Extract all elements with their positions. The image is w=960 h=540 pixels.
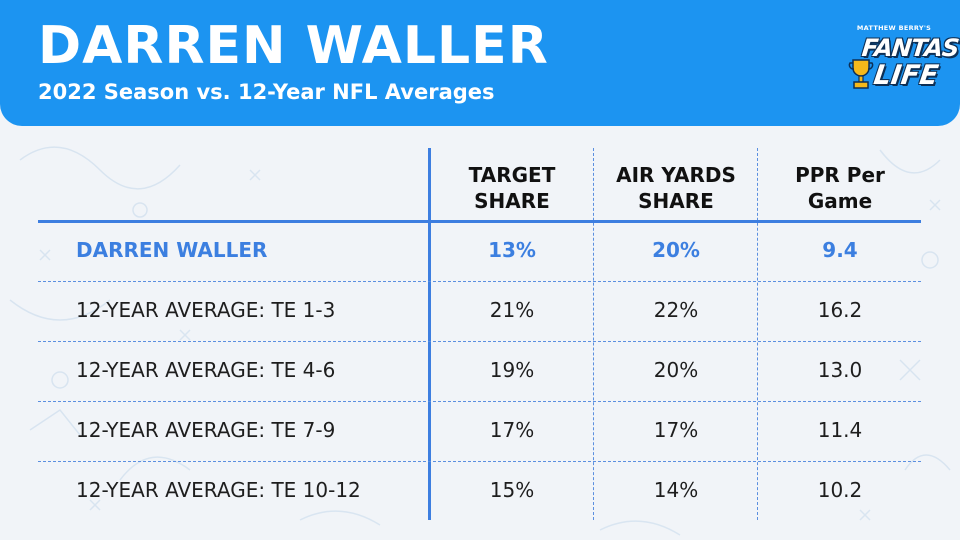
- logo-byline: MATTHEW BERRY'S: [856, 24, 932, 32]
- table-cell: 13.0: [817, 358, 863, 382]
- table-cell: 16.2: [817, 298, 863, 322]
- table-row-label: 12-YEAR AVERAGE: TE 7-9: [76, 418, 336, 442]
- page-title: DARREN WALLER: [38, 16, 549, 76]
- row-divider: [38, 341, 921, 342]
- column-divider: [593, 148, 594, 520]
- row-divider: [38, 401, 921, 402]
- table-cell: 17%: [489, 418, 535, 442]
- page-subtitle: 2022 Season vs. 12-Year NFL Averages: [38, 80, 495, 104]
- trophy-icon: [848, 59, 874, 89]
- table-cell: 10.2: [817, 478, 863, 502]
- table-cell: 20%: [652, 238, 700, 262]
- table-cell: 13%: [488, 238, 536, 262]
- column-header-air-yards-share: AIR YARDS SHARE: [616, 163, 736, 213]
- column-header-target-share: TARGET SHARE: [468, 163, 556, 213]
- row-divider: [38, 461, 921, 462]
- table-row-label: 12-YEAR AVERAGE: TE 1-3: [76, 298, 336, 322]
- fantasy-life-logo: MATTHEW BERRY'S FANTASY LIFE: [846, 24, 960, 102]
- table-cell: 14%: [653, 478, 699, 502]
- table-cell: 22%: [653, 298, 699, 322]
- table-row-label: DARREN WALLER: [76, 238, 268, 262]
- table-cell: 21%: [489, 298, 535, 322]
- header-banner: DARREN WALLER 2022 Season vs. 12-Year NF…: [0, 0, 960, 126]
- table-cell: 15%: [489, 478, 535, 502]
- column-divider: [757, 148, 758, 520]
- table-cell: 17%: [653, 418, 699, 442]
- table-cell: 11.4: [817, 418, 863, 442]
- column-header-ppr-per-game: PPR Per Game: [795, 163, 885, 213]
- table-cell: 20%: [653, 358, 699, 382]
- header-divider: [38, 220, 921, 223]
- column-divider: [428, 148, 431, 520]
- table-row-label: 12-YEAR AVERAGE: TE 4-6: [76, 358, 336, 382]
- table-row-label: 12-YEAR AVERAGE: TE 10-12: [76, 478, 361, 502]
- table-cell: 9.4: [822, 238, 858, 262]
- row-divider: [38, 281, 921, 282]
- table-cell: 19%: [489, 358, 535, 382]
